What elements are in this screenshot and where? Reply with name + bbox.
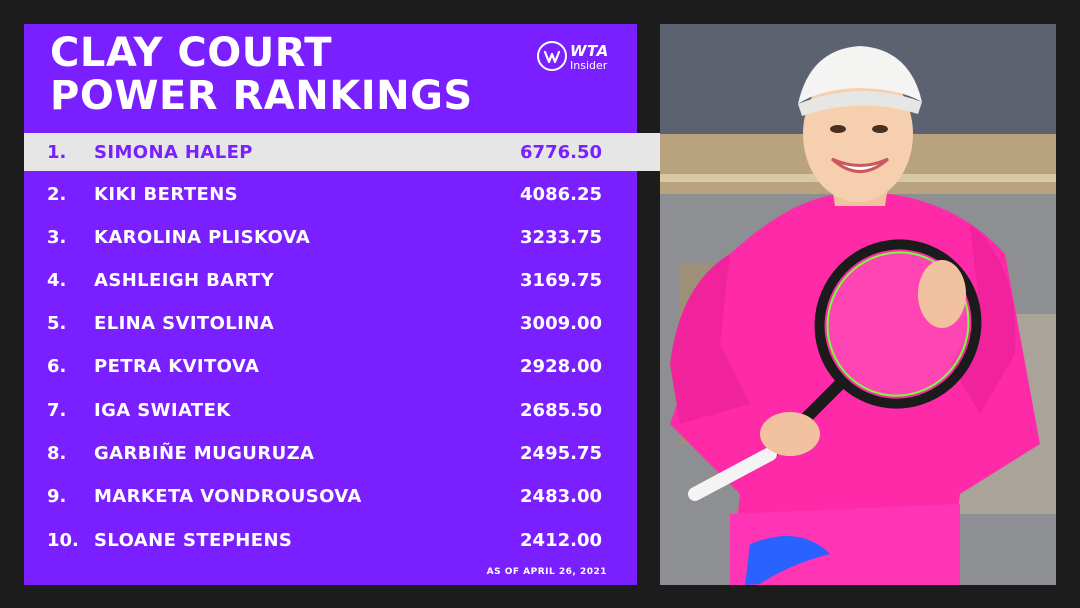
rank-number: 5. (47, 313, 67, 334)
as-of-date: AS OF APRIL 26, 2021 (486, 567, 607, 577)
player-points: 2483.00 (520, 486, 602, 507)
rankings-panel: CLAY COURT POWER RANKINGS WTA Insider 1.… (24, 24, 683, 585)
player-points: 3169.75 (520, 270, 602, 291)
player-name: SIMONA HALEP (94, 142, 253, 163)
title-line-1: CLAY COURT (50, 30, 332, 76)
player-points: 3009.00 (520, 313, 602, 334)
player-name: GARBIÑE MUGURUZA (94, 443, 315, 464)
player-name: SLOANE STEPHENS (94, 530, 293, 551)
rank-number: 3. (47, 227, 67, 248)
player-name: KIKI BERTENS (94, 184, 239, 205)
rank-number: 6. (47, 356, 67, 377)
ranking-row-9: 9. MARKETA VONDROUSOVA 2483.00 (24, 477, 637, 515)
player-points: 2928.00 (520, 356, 602, 377)
player-points: 4086.25 (520, 184, 602, 205)
ranking-row-8: 8. GARBIÑE MUGURUZA 2495.75 (24, 434, 637, 472)
player-name: PETRA KVITOVA (94, 356, 260, 377)
page-title: CLAY COURT POWER RANKINGS (50, 32, 473, 118)
player-name: KAROLINA PLISKOVA (94, 227, 311, 248)
ranking-row-7: 7. IGA SWIATEK 2685.50 (24, 391, 637, 429)
player-points: 3233.75 (520, 227, 602, 248)
player-points: 6776.50 (520, 142, 602, 163)
player-name: MARKETA VONDROUSOVA (94, 486, 362, 507)
rank-number: 2. (47, 184, 67, 205)
logo-wta-text: WTA (570, 42, 609, 60)
player-points: 2412.00 (520, 530, 602, 551)
rank-number: 9. (47, 486, 67, 507)
ranking-row-10: 10. SLOANE STEPHENS 2412.00 (24, 521, 637, 559)
ranking-row-3: 3. KAROLINA PLISKOVA 3233.75 (24, 218, 637, 256)
player-illustration (660, 24, 1056, 585)
player-points: 2495.75 (520, 443, 602, 464)
wta-insider-logo: WTA Insider (536, 40, 620, 76)
title-line-2: POWER RANKINGS (50, 73, 473, 119)
ranking-row-1: 1. SIMONA HALEP 6776.50 (24, 133, 683, 171)
player-points: 2685.50 (520, 400, 602, 421)
ranking-row-5: 5. ELINA SVITOLINA 3009.00 (24, 304, 637, 342)
player-name: ELINA SVITOLINA (94, 313, 275, 334)
ranking-row-4: 4. ASHLEIGH BARTY 3169.75 (24, 261, 637, 299)
rank-number: 1. (47, 142, 67, 163)
ranking-row-2: 2. KIKI BERTENS 4086.25 (24, 175, 637, 213)
player-name: ASHLEIGH BARTY (94, 270, 275, 291)
ranking-row-6: 6. PETRA KVITOVA 2928.00 (24, 347, 637, 385)
player-photo (660, 24, 1056, 585)
rank-number: 4. (47, 270, 67, 291)
player-name: IGA SWIATEK (94, 400, 231, 421)
wta-logo-icon (537, 41, 567, 71)
logo-insider-text: Insider (570, 59, 608, 72)
rank-number: 7. (47, 400, 67, 421)
rank-number: 10. (47, 530, 79, 551)
rank-number: 8. (47, 443, 67, 464)
